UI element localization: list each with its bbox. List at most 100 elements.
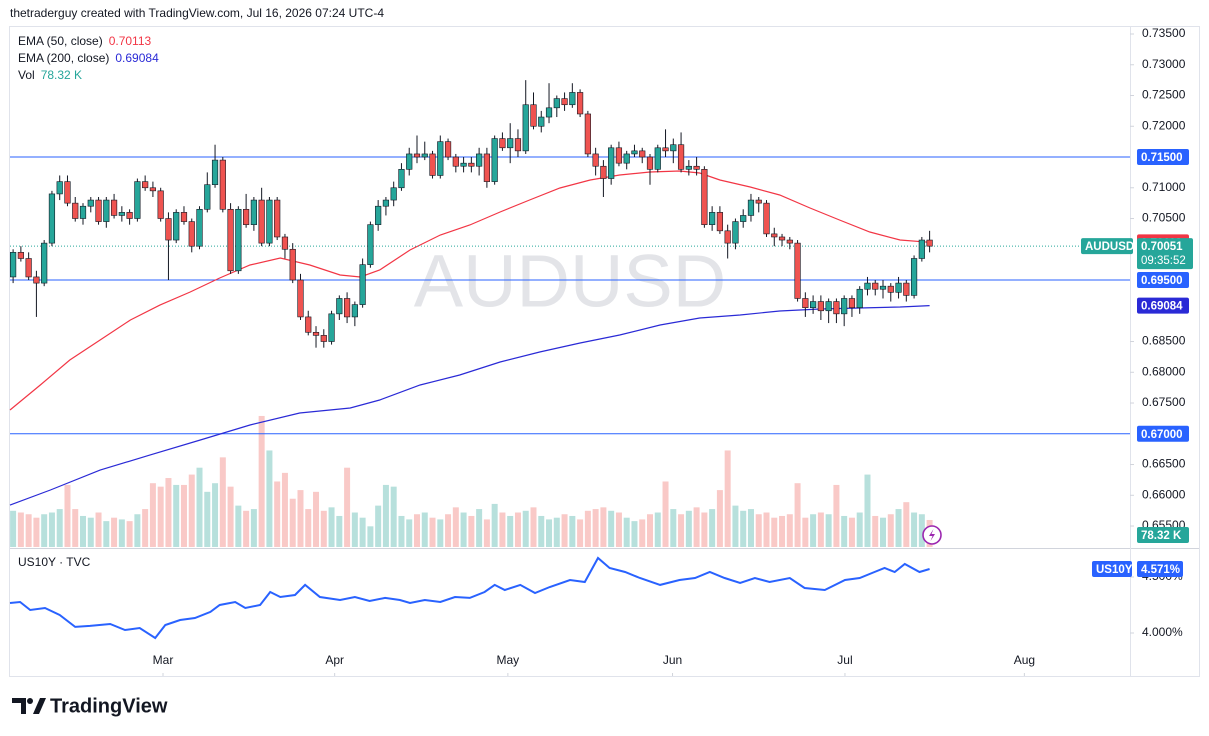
volume-bar bbox=[406, 519, 413, 547]
candle-body bbox=[724, 230, 731, 244]
volume-bar bbox=[398, 515, 405, 547]
candle-body bbox=[165, 218, 172, 241]
volume-bar bbox=[103, 521, 110, 547]
volume-bar bbox=[413, 514, 420, 547]
candle-body bbox=[33, 276, 40, 284]
candle-body bbox=[615, 147, 623, 164]
legend-name: EMA (200, close) bbox=[18, 51, 109, 65]
candle-body bbox=[211, 159, 219, 185]
volume-bar bbox=[615, 512, 622, 547]
candle-body bbox=[903, 282, 910, 296]
candle-body bbox=[72, 202, 79, 219]
volume-bar bbox=[165, 478, 172, 547]
candle-body bbox=[305, 316, 312, 333]
volume-bar bbox=[561, 514, 568, 547]
x-tick-label: Apr bbox=[325, 653, 344, 667]
candle-body bbox=[134, 181, 141, 219]
volume-bar bbox=[794, 483, 801, 547]
ema-tag-bg bbox=[1137, 297, 1189, 314]
x-tick-label: Mar bbox=[153, 653, 174, 667]
y-tick-label: 0.72500 bbox=[1142, 88, 1186, 102]
candle-body bbox=[173, 212, 180, 241]
candle-body bbox=[219, 159, 226, 210]
volume-bar bbox=[289, 498, 296, 547]
candle-body bbox=[452, 156, 459, 167]
volume-bar bbox=[747, 509, 754, 547]
us10y-name-tag-text: US10Y bbox=[1096, 564, 1133, 576]
candle-body bbox=[468, 162, 475, 167]
volume-bar bbox=[763, 512, 770, 547]
us10y-line bbox=[9, 556, 930, 640]
volume-bar bbox=[600, 507, 607, 547]
volume-bar bbox=[17, 512, 24, 547]
candle-body bbox=[918, 239, 925, 259]
candle-body bbox=[693, 165, 700, 170]
us10y-name-tag: US10Y bbox=[1092, 561, 1133, 578]
candle-body bbox=[142, 181, 149, 189]
volume-bar bbox=[716, 490, 723, 547]
candle-body bbox=[367, 224, 374, 265]
candle-body bbox=[771, 233, 778, 238]
candle-body bbox=[670, 144, 677, 152]
volume-bar bbox=[662, 481, 669, 547]
candle-body bbox=[281, 236, 289, 250]
x-tick-label: Aug bbox=[1014, 653, 1035, 667]
volume-tag-bg bbox=[1137, 527, 1189, 543]
volume-bar bbox=[87, 517, 94, 547]
volume-bar bbox=[227, 486, 234, 547]
candle-body bbox=[336, 298, 343, 315]
volume-bar bbox=[623, 517, 630, 547]
volume-bar bbox=[219, 457, 226, 547]
candle-body bbox=[10, 252, 17, 278]
x-tick-label: May bbox=[497, 653, 520, 667]
volume-bar bbox=[142, 509, 149, 547]
candle-body bbox=[359, 264, 366, 305]
volume-bar bbox=[476, 509, 483, 547]
volume-bar bbox=[10, 510, 17, 547]
candle-body bbox=[398, 169, 405, 189]
us10y-value-tag-bg bbox=[1137, 561, 1183, 578]
volume-bar bbox=[895, 509, 902, 547]
y-tick-label: 0.72000 bbox=[1142, 118, 1186, 132]
candle-body bbox=[848, 298, 856, 308]
volume-bar bbox=[864, 474, 871, 547]
candle-body bbox=[817, 301, 824, 312]
pane-title: US10Y · TVC bbox=[18, 555, 91, 569]
candle-body bbox=[196, 208, 203, 247]
symbol-tag-bg bbox=[1081, 238, 1133, 255]
volume-bar bbox=[33, 517, 40, 547]
volume-bar bbox=[608, 510, 615, 547]
candle-body bbox=[312, 331, 320, 336]
candle-body bbox=[250, 199, 257, 225]
candle-body bbox=[343, 298, 351, 318]
volume-bar bbox=[266, 450, 273, 547]
volume-bar bbox=[188, 474, 195, 547]
alert-icon bbox=[922, 525, 942, 545]
volume-bar bbox=[95, 512, 102, 547]
candle-body bbox=[421, 153, 428, 158]
candle-body bbox=[157, 190, 164, 219]
candle-body bbox=[499, 138, 506, 149]
volume-bar bbox=[507, 515, 514, 547]
legend-entry: Vol 78.32 K bbox=[18, 68, 82, 82]
volume-bar bbox=[305, 509, 312, 547]
candle-body bbox=[204, 184, 211, 210]
candle-body bbox=[110, 199, 118, 216]
candle-body bbox=[48, 193, 56, 244]
us10y-value-tag-text: 4.571% bbox=[1141, 564, 1180, 576]
volume-bar bbox=[243, 510, 250, 547]
legend-entry: EMA (50, close) 0.70113 bbox=[18, 34, 152, 48]
volume-bar bbox=[320, 510, 327, 547]
legend-value: 0.70113 bbox=[109, 34, 152, 48]
volume-bar bbox=[810, 514, 817, 547]
volume-bar bbox=[522, 510, 529, 547]
volume-bar bbox=[654, 512, 661, 547]
legend-value: 78.32 K bbox=[41, 68, 82, 82]
volume-bar bbox=[755, 514, 762, 547]
volume-bar bbox=[250, 509, 257, 547]
plot-layer: 0.73500 0.73000 0.72500 0.72000 0.71000 0.705… bbox=[9, 26, 1193, 676]
volume-bar bbox=[297, 490, 304, 547]
us10y-tick-label: 4.000% bbox=[1142, 625, 1183, 639]
candle-body bbox=[274, 199, 281, 238]
candle-body bbox=[375, 205, 382, 225]
